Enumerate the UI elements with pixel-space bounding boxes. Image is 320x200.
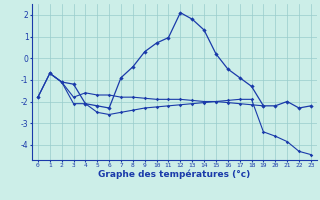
X-axis label: Graphe des températures (°c): Graphe des températures (°c) (98, 170, 251, 179)
